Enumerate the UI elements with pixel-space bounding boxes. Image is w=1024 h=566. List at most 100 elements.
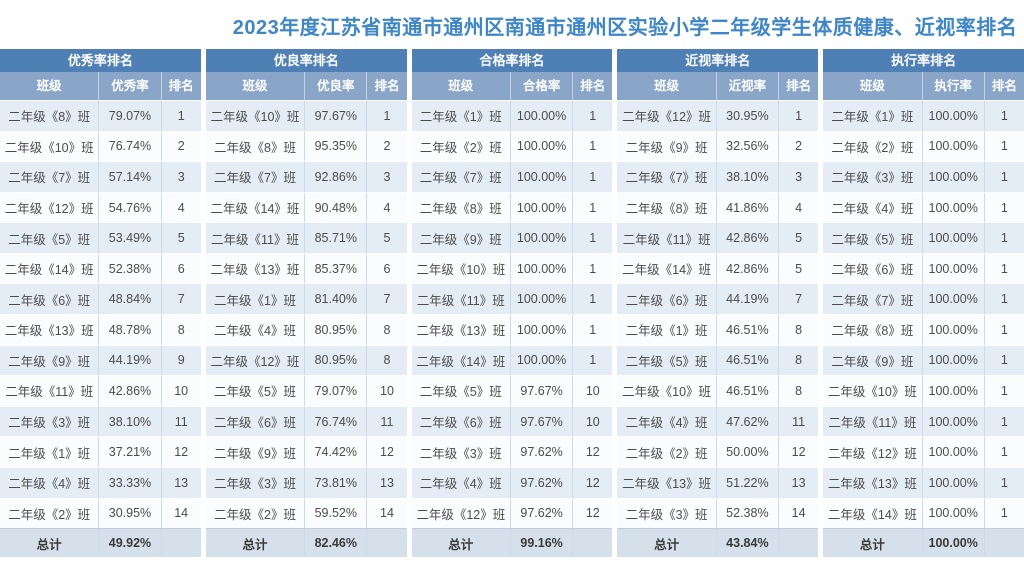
class-cell: 二年级《5》班	[8, 232, 91, 247]
rank-cell: 4	[160, 192, 201, 223]
table-row: 二年级《8》班 79.07% 1	[0, 100, 201, 131]
class-cell: 二年级《7》班	[419, 171, 502, 186]
column-header-rate-cell: 优良率	[304, 72, 366, 100]
class-cell: 二年级《6》班	[831, 263, 914, 278]
rank-cell: 8	[778, 376, 818, 406]
total-label: 总计	[859, 537, 885, 552]
column-header-class-cell: 班级	[448, 79, 474, 93]
total-label: 总计	[654, 537, 680, 552]
rank-cell: 1	[366, 101, 406, 131]
rank-table-2: 优良率排名 班级 优良率 排名 二年级《10》班 97.67% 1 二年级《8》班 95.35%…	[205, 49, 407, 558]
total-row: 总计 43.84%	[617, 528, 819, 558]
table-row: 二年级《4》班 47.62% 11	[617, 405, 819, 437]
table-row: 二年级《11》班 42.86% 5	[617, 222, 819, 253]
table-row: 二年级《2》班 59.52% 14	[205, 497, 407, 529]
rank-cell: 12	[778, 437, 818, 467]
rank-cell: 8	[778, 345, 818, 376]
table-header-row: 班级 执行率 排名	[823, 72, 1024, 100]
class-cell: 二年级《12》班	[210, 354, 300, 369]
table-row: 二年级《5》班 100.00% 1	[823, 222, 1024, 253]
total-rank-cell	[572, 529, 612, 558]
total-row: 总计 82.46%	[205, 528, 407, 558]
column-header-rank-cell: 排名	[778, 72, 818, 100]
table-row: 二年级《14》班 100.00% 1	[411, 344, 613, 376]
rate-cell: 81.40%	[304, 284, 366, 315]
rank-cell: 5	[160, 223, 201, 253]
rate-cell: 100.00%	[921, 467, 984, 498]
total-label: 总计	[242, 537, 268, 552]
table-header-row: 班级 优秀率 排名	[0, 72, 201, 100]
rank-cell: 1	[983, 253, 1024, 284]
rate-cell: 100.00%	[921, 376, 984, 406]
rank-cell: 2	[160, 131, 201, 162]
rank-cell: 1	[983, 162, 1024, 192]
rank-cell: 5	[778, 223, 818, 253]
rank-cell: 10	[572, 406, 612, 437]
table-row: 二年级《12》班 97.62% 12	[411, 497, 613, 529]
table-row: 二年级《5》班 79.07% 10	[205, 375, 407, 406]
rate-cell: 79.07%	[98, 101, 160, 131]
total-rank-cell	[160, 529, 201, 558]
rank-cell: 10	[572, 376, 612, 406]
rank-cell: 5	[366, 223, 406, 253]
rate-cell: 100.00%	[921, 406, 984, 437]
table-row: 二年级《4》班 33.33% 13	[0, 466, 201, 498]
table-row: 二年级《11》班 85.71% 5	[205, 222, 407, 253]
rate-cell: 42.86%	[715, 223, 778, 253]
class-cell: 二年级《3》班	[625, 507, 708, 522]
table-row: 二年级《13》班 85.37% 6	[205, 252, 407, 284]
table-row: 二年级《7》班 100.00% 1	[823, 283, 1024, 315]
rate-cell: 100.00%	[921, 498, 984, 529]
rate-cell: 51.22%	[715, 467, 778, 498]
rate-cell: 100.00%	[921, 162, 984, 192]
total-label: 总计	[36, 537, 62, 552]
class-cell: 二年级《14》班	[622, 263, 712, 278]
class-cell: 二年级《2》班	[214, 507, 296, 522]
rate-cell: 76.74%	[98, 131, 160, 162]
rate-cell: 100.00%	[509, 223, 572, 253]
rank-cell: 1	[983, 406, 1024, 437]
rank-cell: 13	[160, 467, 201, 498]
rank-cell: 11	[160, 406, 201, 437]
table-row: 二年级《11》班 42.86% 10	[0, 375, 201, 406]
rank-cell: 8	[366, 315, 406, 345]
rate-cell: 42.86%	[98, 376, 160, 406]
column-header-rate-cell: 近视率	[715, 72, 778, 100]
rate-cell: 42.86%	[715, 253, 778, 284]
rank-cell: 1	[983, 437, 1024, 467]
column-header-class-cell: 班级	[859, 79, 885, 93]
class-cell: 二年级《4》班	[419, 477, 502, 492]
rank-cell: 1	[983, 376, 1024, 406]
rate-cell: 100.00%	[921, 253, 984, 284]
rate-cell: 46.51%	[715, 315, 778, 345]
class-cell: 二年级《11》班	[416, 293, 505, 308]
ranking-tables: 优秀率排名 班级 优秀率 排名 二年级《8》班 79.07% 1 二年级《10》班 76.74%…	[0, 49, 1024, 558]
class-cell: 二年级《13》班	[622, 477, 712, 492]
class-cell: 二年级《3》班	[831, 171, 914, 186]
table-row: 二年级《8》班 100.00% 1	[411, 191, 613, 223]
rate-cell: 100.00%	[921, 345, 984, 376]
rank-cell: 7	[778, 284, 818, 315]
page-title: 2023年度江苏省南通市通州区南通市通州区实验小学二年级学生体质健康、近视率排名	[232, 17, 1018, 39]
class-cell: 二年级《9》班	[214, 446, 296, 461]
rate-cell: 100.00%	[509, 315, 572, 345]
column-header-rank-cell: 排名	[160, 72, 201, 100]
rate-cell: 100.00%	[509, 253, 572, 284]
table-row: 二年级《13》班 100.00% 1	[411, 314, 613, 345]
class-cell: 二年级《9》班	[419, 232, 502, 247]
class-cell: 二年级《1》班	[831, 110, 914, 125]
rate-cell: 100.00%	[921, 315, 984, 345]
table-header-row: 班级 近视率 排名	[617, 72, 819, 100]
rank-cell: 1	[983, 498, 1024, 529]
rank-table-3: 合格率排名 班级 合格率 排名 二年级《1》班 100.00% 1 二年级《2》班 100.00…	[411, 49, 613, 558]
rank-cell: 2	[366, 131, 406, 162]
table-row: 二年级《1》班 46.51% 8	[617, 314, 819, 345]
table-row: 二年级《9》班 100.00% 1	[823, 344, 1024, 376]
table-title: 优秀率排名	[0, 49, 201, 72]
class-cell: 二年级《7》班	[8, 171, 91, 186]
rank-cell: 12	[572, 498, 612, 529]
table-row: 二年级《10》班 97.67% 1	[205, 100, 407, 131]
rate-cell: 100.00%	[509, 101, 572, 131]
rate-cell: 100.00%	[921, 131, 984, 162]
rate-cell: 47.62%	[715, 406, 778, 437]
